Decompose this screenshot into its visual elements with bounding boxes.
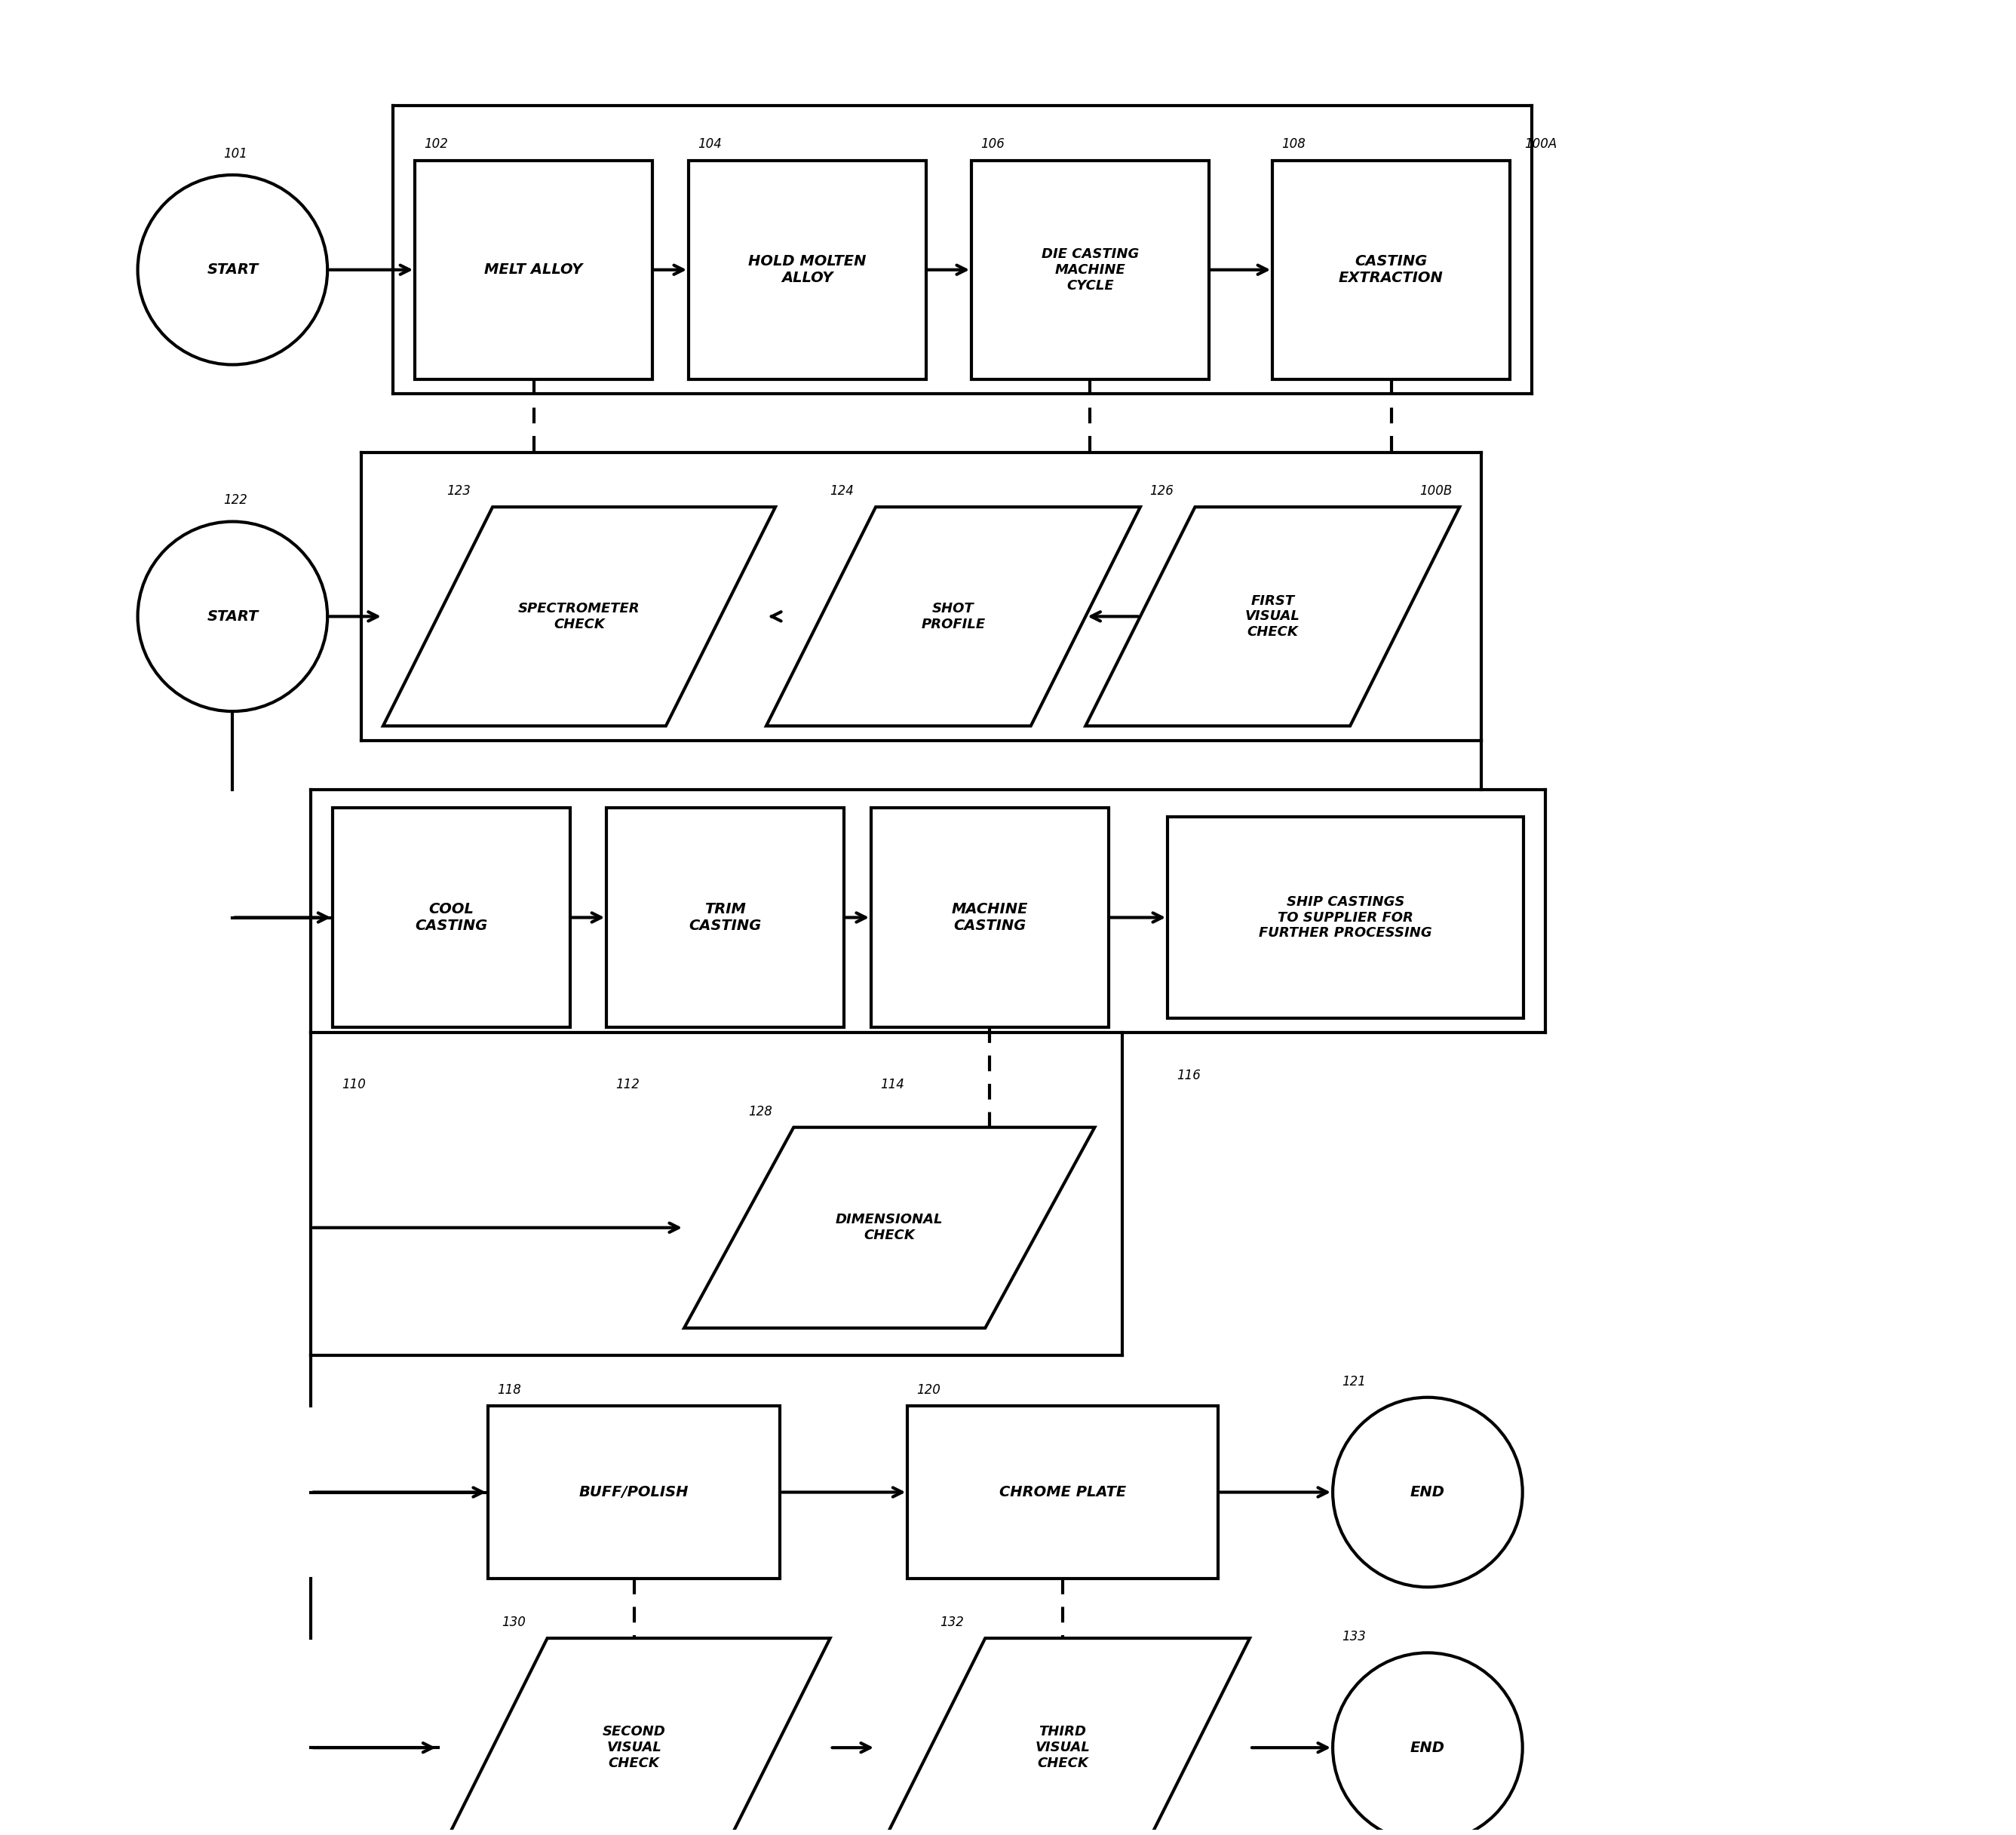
Text: 124: 124 <box>831 484 855 497</box>
Bar <box>689 160 925 380</box>
Text: MACHINE
CASTING: MACHINE CASTING <box>952 903 1028 932</box>
Text: DIMENSIONAL
CHECK: DIMENSIONAL CHECK <box>837 1213 943 1242</box>
Text: 110: 110 <box>343 1077 367 1092</box>
Text: START: START <box>208 262 258 277</box>
Circle shape <box>137 174 327 365</box>
Bar <box>488 1406 780 1578</box>
Text: TRIM
CASTING: TRIM CASTING <box>689 903 762 932</box>
Text: 100A: 100A <box>1524 138 1556 150</box>
Bar <box>1272 160 1510 380</box>
Bar <box>871 807 1109 1028</box>
Polygon shape <box>1085 506 1460 727</box>
Text: 133: 133 <box>1343 1629 1367 1644</box>
Text: 108: 108 <box>1282 138 1306 150</box>
Text: 102: 102 <box>423 138 448 150</box>
Bar <box>607 807 845 1028</box>
Text: 118: 118 <box>498 1384 522 1396</box>
Text: 112: 112 <box>615 1077 639 1092</box>
Text: SHIP CASTINGS
TO SUPPLIER FOR
FURTHER PROCESSING: SHIP CASTINGS TO SUPPLIER FOR FURTHER PR… <box>1258 895 1431 940</box>
Bar <box>972 160 1210 380</box>
Bar <box>333 807 571 1028</box>
Bar <box>907 1406 1218 1578</box>
Text: 123: 123 <box>448 484 472 497</box>
Text: COOL
CASTING: COOL CASTING <box>415 903 488 932</box>
Polygon shape <box>437 1639 831 1835</box>
Text: 101: 101 <box>224 147 248 160</box>
Text: 116: 116 <box>1177 1070 1202 1083</box>
Polygon shape <box>383 506 776 727</box>
Text: 104: 104 <box>698 138 722 150</box>
Text: END: END <box>1411 1485 1445 1499</box>
Polygon shape <box>683 1127 1095 1329</box>
Text: CASTING
EXTRACTION: CASTING EXTRACTION <box>1339 255 1443 284</box>
Bar <box>415 160 653 380</box>
Text: THIRD
VISUAL
CHECK: THIRD VISUAL CHECK <box>1036 1725 1091 1771</box>
Text: 126: 126 <box>1149 484 1173 497</box>
Text: 100B: 100B <box>1419 484 1452 497</box>
Circle shape <box>137 521 327 712</box>
Text: END: END <box>1411 1740 1445 1754</box>
Text: MELT ALLOY: MELT ALLOY <box>484 262 583 277</box>
Text: 114: 114 <box>881 1077 905 1092</box>
Text: CHROME PLATE: CHROME PLATE <box>1000 1485 1127 1499</box>
Text: 130: 130 <box>502 1615 526 1629</box>
Text: BUFF/POLISH: BUFF/POLISH <box>579 1485 689 1499</box>
Circle shape <box>1333 1653 1522 1835</box>
Polygon shape <box>875 1639 1250 1835</box>
Polygon shape <box>766 506 1141 727</box>
Text: DIE CASTING
MACHINE
CYCLE: DIE CASTING MACHINE CYCLE <box>1042 248 1139 292</box>
Text: 128: 128 <box>748 1105 772 1118</box>
Bar <box>1167 817 1524 1018</box>
Text: SHOT
PROFILE: SHOT PROFILE <box>921 602 986 631</box>
Text: 120: 120 <box>917 1384 941 1396</box>
Text: SECOND
VISUAL
CHECK: SECOND VISUAL CHECK <box>603 1725 665 1771</box>
Text: FIRST
VISUAL
CHECK: FIRST VISUAL CHECK <box>1246 595 1300 639</box>
Text: 132: 132 <box>939 1615 964 1629</box>
Text: HOLD MOLTEN
ALLOY: HOLD MOLTEN ALLOY <box>748 255 867 284</box>
Circle shape <box>1333 1396 1522 1587</box>
Text: 121: 121 <box>1343 1374 1367 1389</box>
Text: START: START <box>208 609 258 624</box>
Text: SPECTROMETER
CHECK: SPECTROMETER CHECK <box>518 602 641 631</box>
Text: 122: 122 <box>224 494 248 506</box>
Text: 106: 106 <box>980 138 1004 150</box>
